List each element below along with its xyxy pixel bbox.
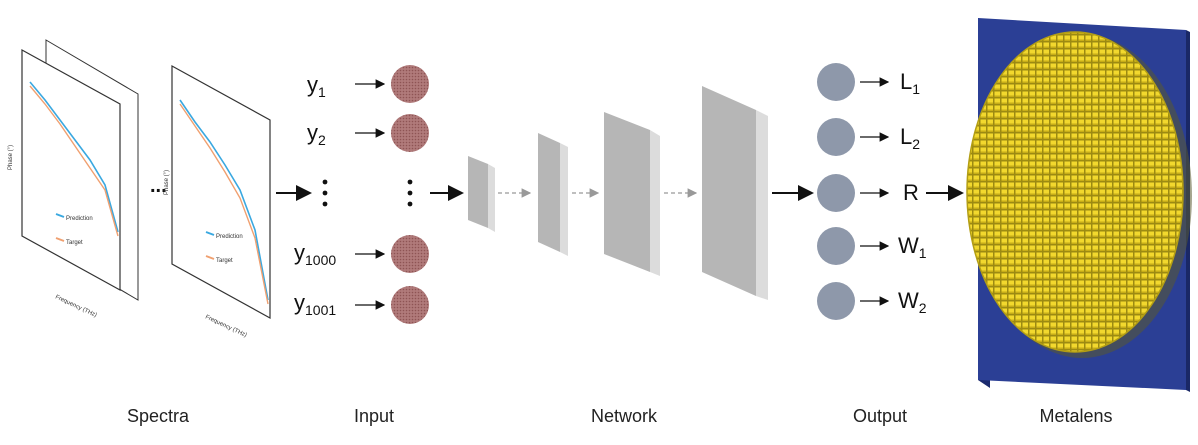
input-label-y1001: y1001	[294, 290, 336, 318]
input-node	[391, 286, 429, 324]
section-label-metalens: Metalens	[1039, 406, 1112, 426]
input-label-y2: y2	[307, 120, 326, 148]
section-label-input: Input	[354, 406, 394, 426]
input-ellipsis-dot	[407, 190, 413, 196]
output-node	[817, 63, 855, 101]
spectrum-xlabel: Frequency (THz)	[54, 294, 97, 318]
output-node	[817, 118, 855, 156]
output-label-L1: L1	[900, 69, 920, 97]
spectrum2-legend-prediction: Prediction	[216, 234, 243, 240]
spectrum2-xlabel: Frequency (THz)	[204, 314, 247, 338]
spectrum2-legend-target: Target	[216, 258, 233, 264]
network-layer-2	[538, 133, 560, 252]
spectrum-sheet-second	[171, 64, 271, 320]
spectrum-prediction-curve-2	[179, 99, 269, 301]
output-label-W1: W1	[898, 233, 927, 261]
output-group: L1 L2 R W1 W2	[817, 63, 927, 320]
input-node	[391, 235, 429, 273]
spectrum2-ylabel: Phase (°)	[164, 170, 170, 195]
section-label-network: Network	[591, 406, 658, 426]
input-label-y1000: y1000	[294, 240, 336, 268]
metalens-pillars	[967, 32, 1183, 352]
input-ellipsis-dot	[322, 201, 328, 207]
input-node	[391, 65, 429, 103]
metalens-group	[966, 18, 1192, 392]
spectrum-prediction-curve	[29, 81, 119, 233]
output-label-R: R	[903, 180, 919, 205]
section-label-spectra: Spectra	[127, 406, 190, 426]
input-label-y1: y1	[307, 72, 326, 100]
output-node	[817, 282, 855, 320]
spectrum-target-curve-2	[179, 103, 269, 305]
section-label-output: Output	[853, 406, 907, 426]
spectra-group: Prediction Target Phase (°) Frequency (T…	[8, 39, 271, 339]
output-label-W2: W2	[898, 288, 927, 316]
spectra-ellipsis: ...	[150, 175, 167, 197]
network-layer-4	[702, 86, 756, 296]
network-layer-3	[604, 112, 650, 272]
metalens-rim	[966, 31, 1184, 353]
spectrum-ylabel: Phase (°)	[8, 145, 14, 170]
spectrum-legend-target: Target	[66, 240, 83, 246]
spectrum-legend-prediction: Prediction	[66, 216, 93, 222]
network-layer-1	[468, 156, 488, 228]
network-group	[468, 86, 768, 300]
input-ellipsis-dot	[407, 179, 413, 185]
input-ellipsis-dot	[322, 179, 328, 185]
output-label-L2: L2	[900, 124, 920, 152]
spectrum-target-curve	[29, 85, 119, 237]
input-node	[391, 114, 429, 152]
input-group: y1 y2 y1000 y1001	[294, 65, 429, 324]
input-ellipsis-dot	[407, 201, 413, 207]
output-node	[817, 174, 855, 212]
input-ellipsis-dot	[322, 190, 328, 196]
spectrum-sheet-front	[21, 48, 121, 292]
output-node	[817, 227, 855, 265]
